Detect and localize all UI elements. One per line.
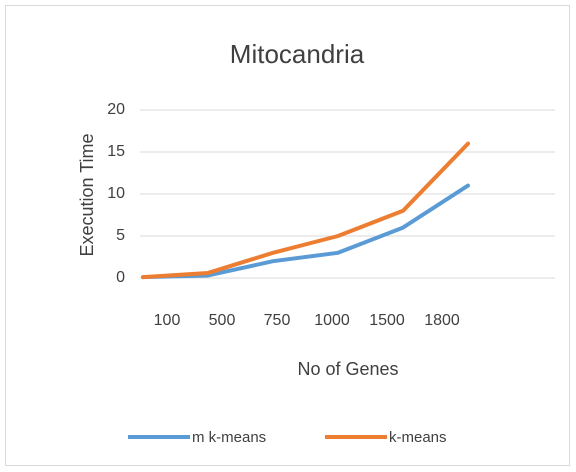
series-line xyxy=(141,183,470,280)
x-tick-label: 1500 xyxy=(369,312,405,329)
y-tick-label: 10 xyxy=(107,185,125,202)
y-tick-label: 0 xyxy=(116,269,125,286)
legend-label: k-means xyxy=(389,429,447,446)
y-tick-label: 20 xyxy=(107,101,125,118)
chart-title: Mitocandria xyxy=(230,39,365,69)
x-tick-label: 750 xyxy=(264,312,291,329)
x-tick-label: 500 xyxy=(209,312,236,329)
x-tick-label: 1000 xyxy=(314,312,350,329)
x-tick-label: 1800 xyxy=(424,312,460,329)
x-axis-title: No of Genes xyxy=(297,359,398,379)
y-tick-label: 5 xyxy=(116,227,125,244)
y-tick-label: 15 xyxy=(107,143,125,160)
x-tick-label: 100 xyxy=(154,312,181,329)
series-line xyxy=(141,141,470,280)
legend-label: m k-means xyxy=(192,429,266,446)
y-axis-title: Execution Time xyxy=(77,133,97,256)
